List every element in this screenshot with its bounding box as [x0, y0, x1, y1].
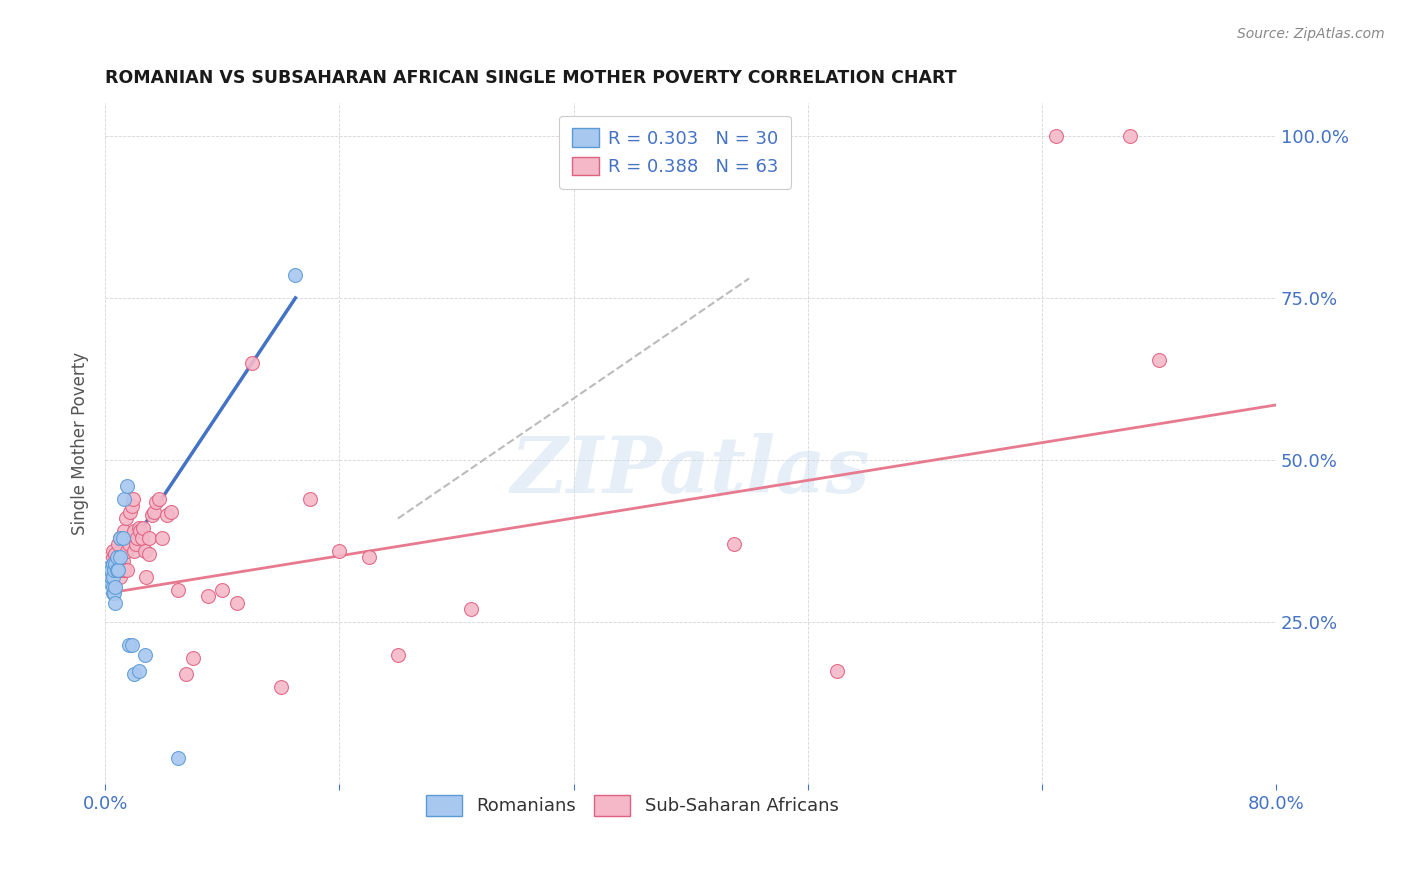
Point [128, 664, 150, 678]
Point [110, 563, 132, 577]
Point [124, 544, 146, 558]
Point [211, 582, 233, 597]
Point [103, 563, 125, 577]
Point [141, 508, 163, 523]
Point [105, 563, 128, 577]
Text: Source: ZipAtlas.com: Source: ZipAtlas.com [1237, 27, 1385, 41]
Point [112, 491, 135, 506]
Point [108, 554, 131, 568]
Point [104, 580, 127, 594]
Point [114, 511, 136, 525]
Point [129, 524, 152, 539]
Point [299, 491, 322, 506]
Point [117, 537, 139, 551]
Point [101, 550, 124, 565]
Point [112, 563, 135, 577]
Point [108, 531, 131, 545]
Point [150, 531, 173, 545]
Point [101, 557, 124, 571]
Point [145, 495, 167, 509]
Point [134, 648, 156, 662]
Point [174, 667, 197, 681]
Point [104, 554, 127, 568]
Point [104, 596, 127, 610]
Point [135, 570, 157, 584]
Point [111, 531, 134, 545]
Point [107, 537, 129, 551]
Point [156, 508, 179, 523]
Point [226, 596, 249, 610]
Point [100, 570, 122, 584]
Point [181, 651, 204, 665]
Point [167, 582, 190, 597]
Point [125, 537, 148, 551]
Text: ROMANIAN VS SUBSAHARAN AFRICAN SINGLE MOTHER POVERTY CORRELATION CHART: ROMANIAN VS SUBSAHARAN AFRICAN SINGLE MO… [105, 69, 957, 87]
Point [100, 576, 122, 591]
Point [104, 547, 127, 561]
Point [121, 499, 143, 513]
Point [270, 680, 292, 694]
Point [138, 547, 160, 561]
Text: ZIPatlas: ZIPatlas [510, 433, 870, 509]
Y-axis label: Single Mother Poverty: Single Mother Poverty [72, 352, 89, 535]
Point [105, 550, 128, 565]
Point [460, 602, 482, 616]
Point [112, 524, 135, 539]
Point [101, 586, 124, 600]
Point [124, 524, 146, 539]
Point [825, 664, 848, 678]
Point [105, 554, 128, 568]
Point [197, 590, 219, 604]
Point [101, 580, 124, 594]
Point [160, 505, 183, 519]
Point [108, 570, 131, 584]
Point [1045, 128, 1067, 143]
Point [104, 557, 127, 571]
Point [103, 557, 125, 571]
Point [328, 544, 350, 558]
Point [115, 479, 138, 493]
Point [101, 570, 124, 584]
Point [240, 356, 263, 370]
Legend: Romanians, Sub-Saharan Africans: Romanians, Sub-Saharan Africans [419, 788, 845, 823]
Point [723, 537, 745, 551]
Point [127, 531, 149, 545]
Point [387, 648, 409, 662]
Point [132, 521, 155, 535]
Point [121, 638, 143, 652]
Point [357, 550, 380, 565]
Point [108, 550, 131, 565]
Point [98, 560, 121, 574]
Point [103, 586, 125, 600]
Point [138, 531, 160, 545]
Point [167, 751, 190, 765]
Point [111, 554, 134, 568]
Point [128, 521, 150, 535]
Point [98, 563, 121, 577]
Point [101, 557, 124, 571]
Point [107, 563, 129, 577]
Point [124, 667, 146, 681]
Point [120, 505, 142, 519]
Point [1118, 128, 1140, 143]
Point [284, 268, 307, 283]
Point [117, 638, 139, 652]
Point [1147, 352, 1170, 367]
Point [142, 505, 165, 519]
Point [98, 563, 121, 577]
Point [100, 563, 122, 577]
Point [122, 491, 145, 506]
Point [115, 544, 138, 558]
Point [131, 531, 153, 545]
Point [98, 566, 121, 581]
Point [101, 544, 124, 558]
Point [105, 563, 128, 577]
Point [115, 563, 138, 577]
Point [100, 566, 122, 581]
Point [107, 550, 129, 565]
Point [134, 544, 156, 558]
Point [108, 531, 131, 545]
Point [148, 491, 170, 506]
